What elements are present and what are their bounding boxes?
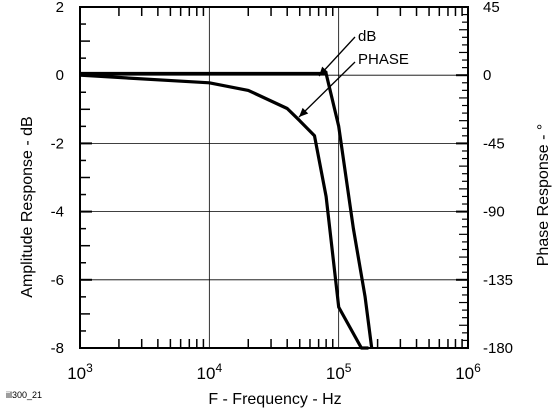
y2-tick-label: -135 (483, 272, 513, 289)
y2-tick-label: 45 (483, 0, 500, 16)
phase-annotation-leader (298, 61, 356, 118)
gridlines (80, 7, 468, 348)
y-tick-label: -6 (51, 272, 64, 289)
y-axis-title: Amplitude Response - dB (19, 116, 36, 297)
series-line-db (80, 71, 374, 349)
y-tick-label: 0 (56, 67, 64, 84)
db-annotation-label: dB (358, 28, 376, 45)
annotations: dB PHASE (298, 28, 409, 118)
y2-tick-label: -90 (483, 204, 505, 221)
figure-code-label: iil300_21 (6, 390, 42, 400)
x-tick-label: 106 (455, 361, 481, 383)
phase-annotation-arrowhead (299, 107, 309, 117)
series-line-phase (79, 73, 369, 350)
x-tick-label: 103 (67, 361, 93, 383)
y-tick-label: -4 (51, 204, 64, 221)
plot-frame (79, 6, 469, 349)
db-annotation-arrowhead (319, 66, 329, 76)
x-tick-label: 105 (326, 361, 352, 383)
tick-labels: 2 0 -2 -4 -6 -8 45 0 -45 -90 -135 -180 103 104 105 106 (51, 0, 513, 383)
phase-annotation-label: PHASE (358, 51, 409, 68)
y2-tick-label: -45 (483, 135, 505, 152)
x-tick-label: 104 (197, 361, 223, 383)
y-tick-label: 2 (56, 0, 64, 16)
y2-tick-label: 0 (483, 67, 491, 84)
minor-ticks (80, 6, 468, 349)
x-axis-title: F - Frequency - Hz (208, 391, 341, 408)
y2-axis-title: Phase Response - ° (535, 124, 552, 266)
y-tick-label: -2 (51, 135, 64, 152)
y2-tick-label: -180 (483, 340, 513, 357)
data-series (79, 71, 374, 350)
y-tick-label: -8 (51, 340, 64, 357)
